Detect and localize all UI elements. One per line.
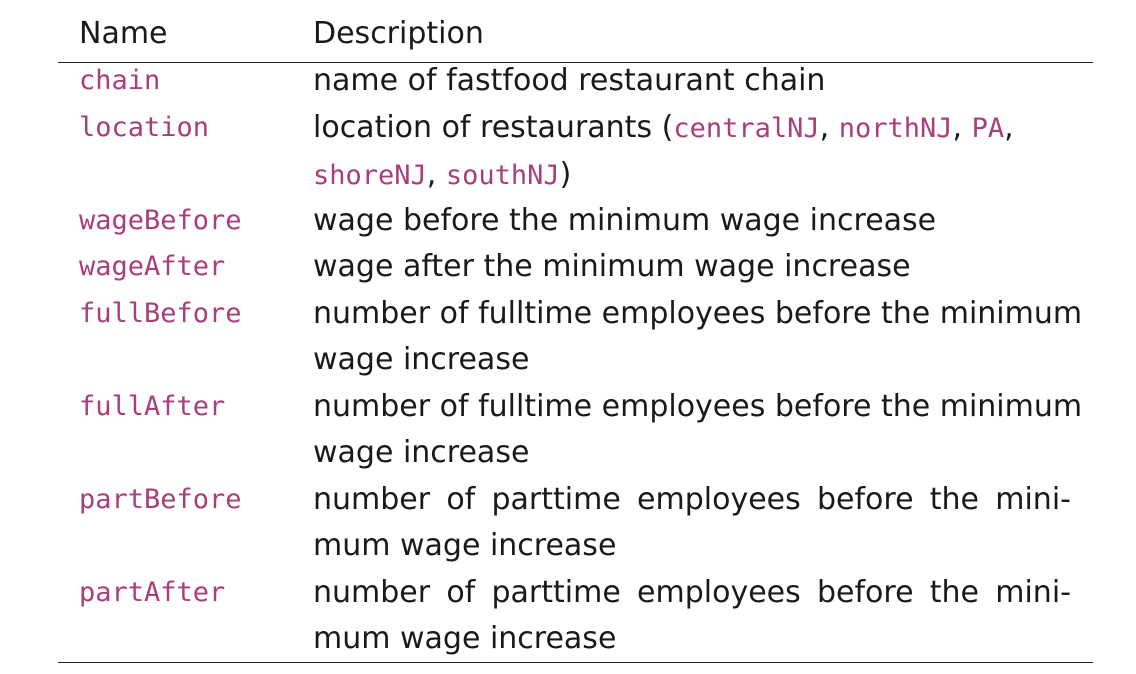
desc-word: the [929,482,980,517]
code-centralNJ: centralNJ [673,113,820,144]
desc-line: mum wage increase [313,528,617,563]
desc-word: before [816,482,914,517]
desc-word: before [816,575,914,610]
desc-line: location of restaurants (centralNJ, nort… [313,105,1073,152]
desc-text: location of restaurants ( [313,110,674,145]
row-name-wageBefore: wageBefore [79,205,242,236]
row-desc-fullBefore: number of fulltime employees before the … [313,291,1083,383]
desc-line: shoreNJ, southNJ) [313,152,1073,199]
desc-line: wage increase [313,435,530,470]
row-name-partBefore: partBefore [79,484,242,515]
desc-text: , [1004,110,1014,145]
code-northNJ: northNJ [838,113,953,144]
desc-word: number [313,575,431,610]
variable-table: Name Description chain name of fastfood … [58,0,1093,674]
desc-line: wage after the minimum wage increase [313,249,911,284]
row-desc-wageBefore: wage before the minimum wage increase [313,198,1073,244]
desc-word: of [446,575,476,610]
desc-line-justified: number of parttime employees before the mini- [313,570,1071,616]
desc-word: mini- [995,482,1071,517]
desc-line: name of fastfood restaurant chain [313,63,826,98]
desc-line-justified: number of parttime employees before the mini- [313,477,1071,523]
row-name-fullBefore: fullBefore [79,298,242,329]
desc-text: , [426,157,446,192]
row-desc-wageAfter: wage after the minimum wage increase [313,244,1073,290]
row-desc-partBefore: number of parttime employees before the mini- … [313,477,1073,569]
row-desc-location: location of restaurants (centralNJ, nort… [313,105,1073,199]
desc-line: wage before the minimum wage increase [313,203,937,238]
row-desc-fullAfter: number of fulltime employees before the … [313,384,1083,476]
row-name-wageAfter: wageAfter [79,251,226,282]
desc-line: number of fulltime employees before the … [313,389,1083,424]
row-name-partAfter: partAfter [79,577,226,608]
bottom-rule [58,662,1093,663]
desc-text: , [952,110,972,145]
desc-word: of [446,482,476,517]
desc-line: number of fulltime employees before the … [313,296,1083,331]
desc-word: the [929,575,980,610]
row-name-chain: chain [79,65,161,96]
desc-line: wage increase [313,342,530,377]
header-name: Name [79,16,168,51]
row-desc-partAfter: number of parttime employees before the mini- … [313,570,1073,662]
desc-word: number [313,482,431,517]
code-southNJ: southNJ [445,160,560,191]
desc-text: , [819,110,839,145]
top-rule [58,62,1093,63]
desc-word: parttime [491,575,621,610]
desc-line: mum wage increase [313,621,617,656]
header-description: Description [313,16,484,51]
code-PA: PA [971,113,1005,144]
desc-word: employees [637,575,801,610]
desc-word: mini- [995,575,1071,610]
desc-text: ) [559,157,572,192]
desc-word: employees [637,482,801,517]
desc-word: parttime [491,482,621,517]
row-desc-chain: name of fastfood restaurant chain [313,58,1073,104]
code-shoreNJ: shoreNJ [313,160,427,191]
row-name-fullAfter: fullAfter [79,391,226,422]
row-name-location: location [79,112,210,143]
